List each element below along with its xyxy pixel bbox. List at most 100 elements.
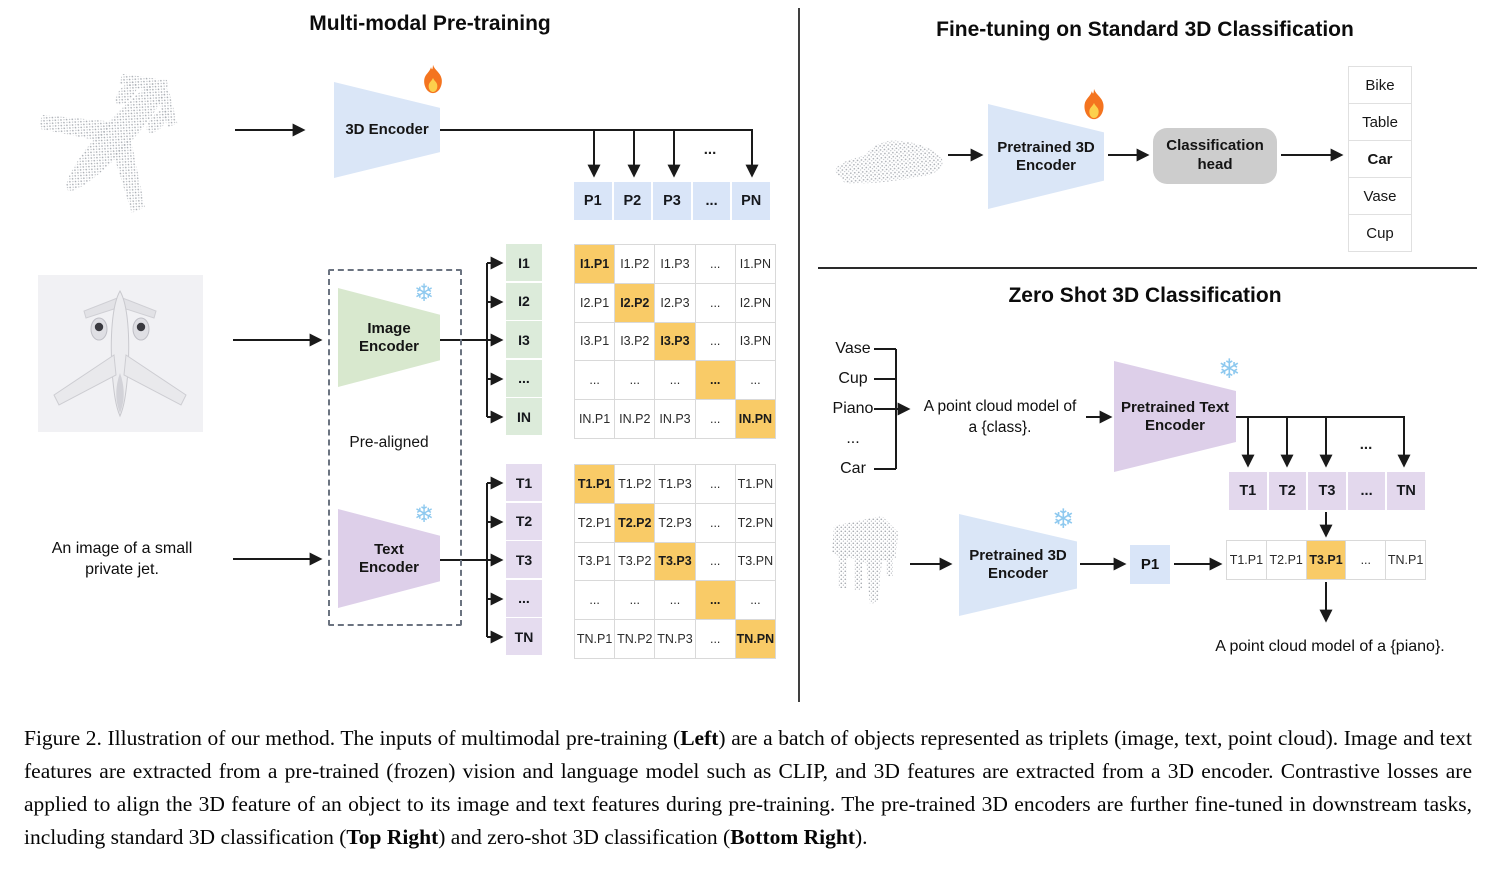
image-encoder-label: Image Encoder [358,319,419,355]
p1-feature-box: P1 [1130,545,1170,584]
matrix-cell: T1.P3 [655,465,695,503]
matrix-cell: I2.P1 [575,283,615,322]
encoder-3d: 3D Encoder [334,82,440,178]
matrix-cell: ... [695,283,735,322]
cell: IN [506,398,542,436]
prealigned-label: Pre-aligned [349,434,429,451]
matrix-cell: ... [655,361,695,400]
matrix-cell: ... [695,503,735,542]
matrix-cell: ... [695,361,735,400]
matrix-cell: I1.PN [735,245,775,283]
zeroshot-panel-title: Zero Shot 3D Classification [1008,284,1282,307]
cell: ... [506,359,542,397]
matrix-cell: TN.PN [735,620,775,658]
snowflake-icon: ❄ [1052,504,1075,534]
fire-icon [424,64,442,94]
cell: Car [840,460,866,477]
matrix-cell: T3.PN [735,542,775,581]
matrix-cell: ... [695,620,735,658]
matrix-cell: ... [575,581,615,620]
matrix-cell: T2.P2 [615,503,655,542]
matrix-cell: I3.P1 [575,322,615,361]
matrix-cell: T3.P1 [1306,541,1346,579]
cell: Cup [1349,215,1411,251]
matrix-cell: IN.P2 [615,400,655,438]
cell: TN [506,618,542,656]
matrix-cell: T3.P2 [615,542,655,581]
matrix-cell: T2.P3 [655,503,695,542]
snowflake-icon: ❄ [414,501,435,528]
matrix-cell: T2.PN [735,503,775,542]
matrix-cell: I2.P2 [615,283,655,322]
matrix-cell: ... [695,245,735,283]
cell: T3 [1308,472,1346,510]
classification-head-label: Classification head [1166,137,1264,173]
text-point-similarity-matrix: T1.P1 T1.P2 T1.P3... T1.PN T2.P1 T2.P2 T2.P3..… [574,464,776,659]
cell: ... [1347,472,1386,510]
matrix-cell: ... [695,465,735,503]
p-feature-row: P1 P2 P3... PN [574,182,770,220]
snowflake-icon: ❄ [414,280,435,307]
piano-point-cloud [832,516,898,604]
matrix-cell: T2.P1 [575,503,615,542]
matrix-cell: I2.PN [735,283,775,322]
cell: ... [846,430,860,447]
matrix-cell: ... [735,361,775,400]
matrix-cell: ... [695,581,735,620]
matrix-cell: TN.P1 [575,620,615,658]
matrix-cell: T3.P1 [575,542,615,581]
matrix-cell: I2.P3 [655,283,695,322]
matrix-cell: ... [695,400,735,438]
image-text-prompt: An image of a small private jet. [51,540,193,578]
snowflake-icon: ❄ [1218,354,1241,384]
matrix-cell: T2.P1 [1266,541,1306,579]
finetune-panel-title: Fine-tuning on Standard 3D Classificatio… [936,18,1354,41]
matrix-cell: I1.P3 [655,245,695,283]
matrix-cell: ... [615,361,655,400]
zeroshot-similarity-row: T1.P1 T2.P1 T3.P1... TN.P1 [1226,540,1426,580]
image-feature-labels: I1 I2 I3... IN [506,244,542,436]
matrix-cell: I3.PN [735,322,775,361]
text-feature-row: T1 T2 T3... TN [1229,472,1425,510]
matrix-cell: TN.P2 [615,620,655,658]
cell: Table [1349,104,1411,140]
matrix-cell: ... [695,542,735,581]
airplane-point-cloud [40,73,178,213]
matrix-cell: IN.P3 [655,400,695,438]
cell: T1 [1229,472,1267,510]
cell: I2 [506,282,542,320]
matrix-cell: ... [735,581,775,620]
matrix-cell: ... [655,581,695,620]
matrix-cell: T1.P1 [1227,541,1266,579]
cell: PN [732,182,770,220]
matrix-cell: I1.P2 [615,245,655,283]
pretrained-3d-encoder-zeroshot-label: Pretrained 3D Encoder [969,547,1067,582]
cell: P3 [653,182,691,220]
airplane-image [38,275,203,432]
cell: T2 [1268,472,1307,510]
pretrained-text-encoder-label: Pretrained Text Encoder [1120,398,1230,434]
image-point-similarity-matrix: I1.P1 I1.P2 I1.P3... I1.PN I2.P1 I2.P2 I2.P3..… [574,244,776,439]
matrix-cell: I1.P1 [575,245,615,283]
matrix-cell: I3.P2 [615,322,655,361]
matrix-cell: T1.P2 [615,465,655,503]
figure-caption: Figure 2. Illustration of our method. Th… [24,726,1473,849]
matrix-cell: ... [695,322,735,361]
ellipsis-t-columns: ... [1359,436,1373,453]
candidate-class-list: Vase Cup Piano... Car [824,334,882,484]
matrix-cell: ... [1346,541,1386,579]
matrix-cell: ... [575,361,615,400]
matrix-cell: ... [615,581,655,620]
ellipsis-p-columns: ... [703,141,717,158]
cell: I1 [506,244,542,281]
matrix-cell: I3.P3 [655,322,695,361]
matrix-cell: T3.P3 [655,542,695,581]
encoder-3d-label: 3D Encoder [345,121,429,138]
matrix-cell: TN.P3 [655,620,695,658]
cell: T2 [506,502,542,540]
cell: Vase [1349,178,1411,214]
cell: Piano [832,400,874,417]
pretrained-3d-encoder-label: Pretrained 3D Encoder [997,138,1095,174]
classification-head: Classification head [1153,128,1277,184]
